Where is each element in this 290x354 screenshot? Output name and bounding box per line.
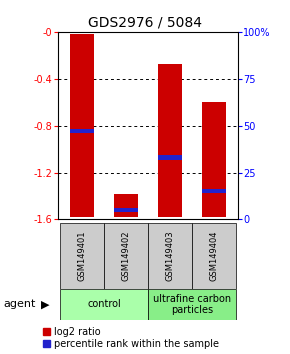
Text: ▶: ▶ (41, 299, 49, 309)
Text: GSM149404: GSM149404 (209, 230, 218, 281)
Bar (60, 223, 104, 289)
Bar (114, 194, 138, 217)
Bar (158, 63, 182, 217)
Text: agent: agent (3, 299, 35, 309)
Bar (114, 208, 138, 212)
Text: control: control (87, 299, 121, 309)
Bar (70, 129, 94, 133)
Bar (158, 155, 182, 160)
Legend: log2 ratio, percentile rank within the sample: log2 ratio, percentile rank within the s… (43, 327, 219, 349)
Bar (148, 223, 192, 289)
Text: GSM149401: GSM149401 (78, 230, 87, 281)
Bar (60, 289, 148, 320)
Bar (104, 223, 148, 289)
Bar (192, 223, 235, 289)
Bar (148, 289, 235, 320)
Bar (202, 102, 226, 217)
Bar (202, 189, 226, 193)
Text: GSM149402: GSM149402 (122, 230, 130, 281)
Text: ultrafine carbon
particles: ultrafine carbon particles (153, 293, 231, 315)
Text: GSM149403: GSM149403 (165, 230, 174, 281)
Text: GDS2976 / 5084: GDS2976 / 5084 (88, 16, 202, 30)
Bar (70, 34, 94, 217)
